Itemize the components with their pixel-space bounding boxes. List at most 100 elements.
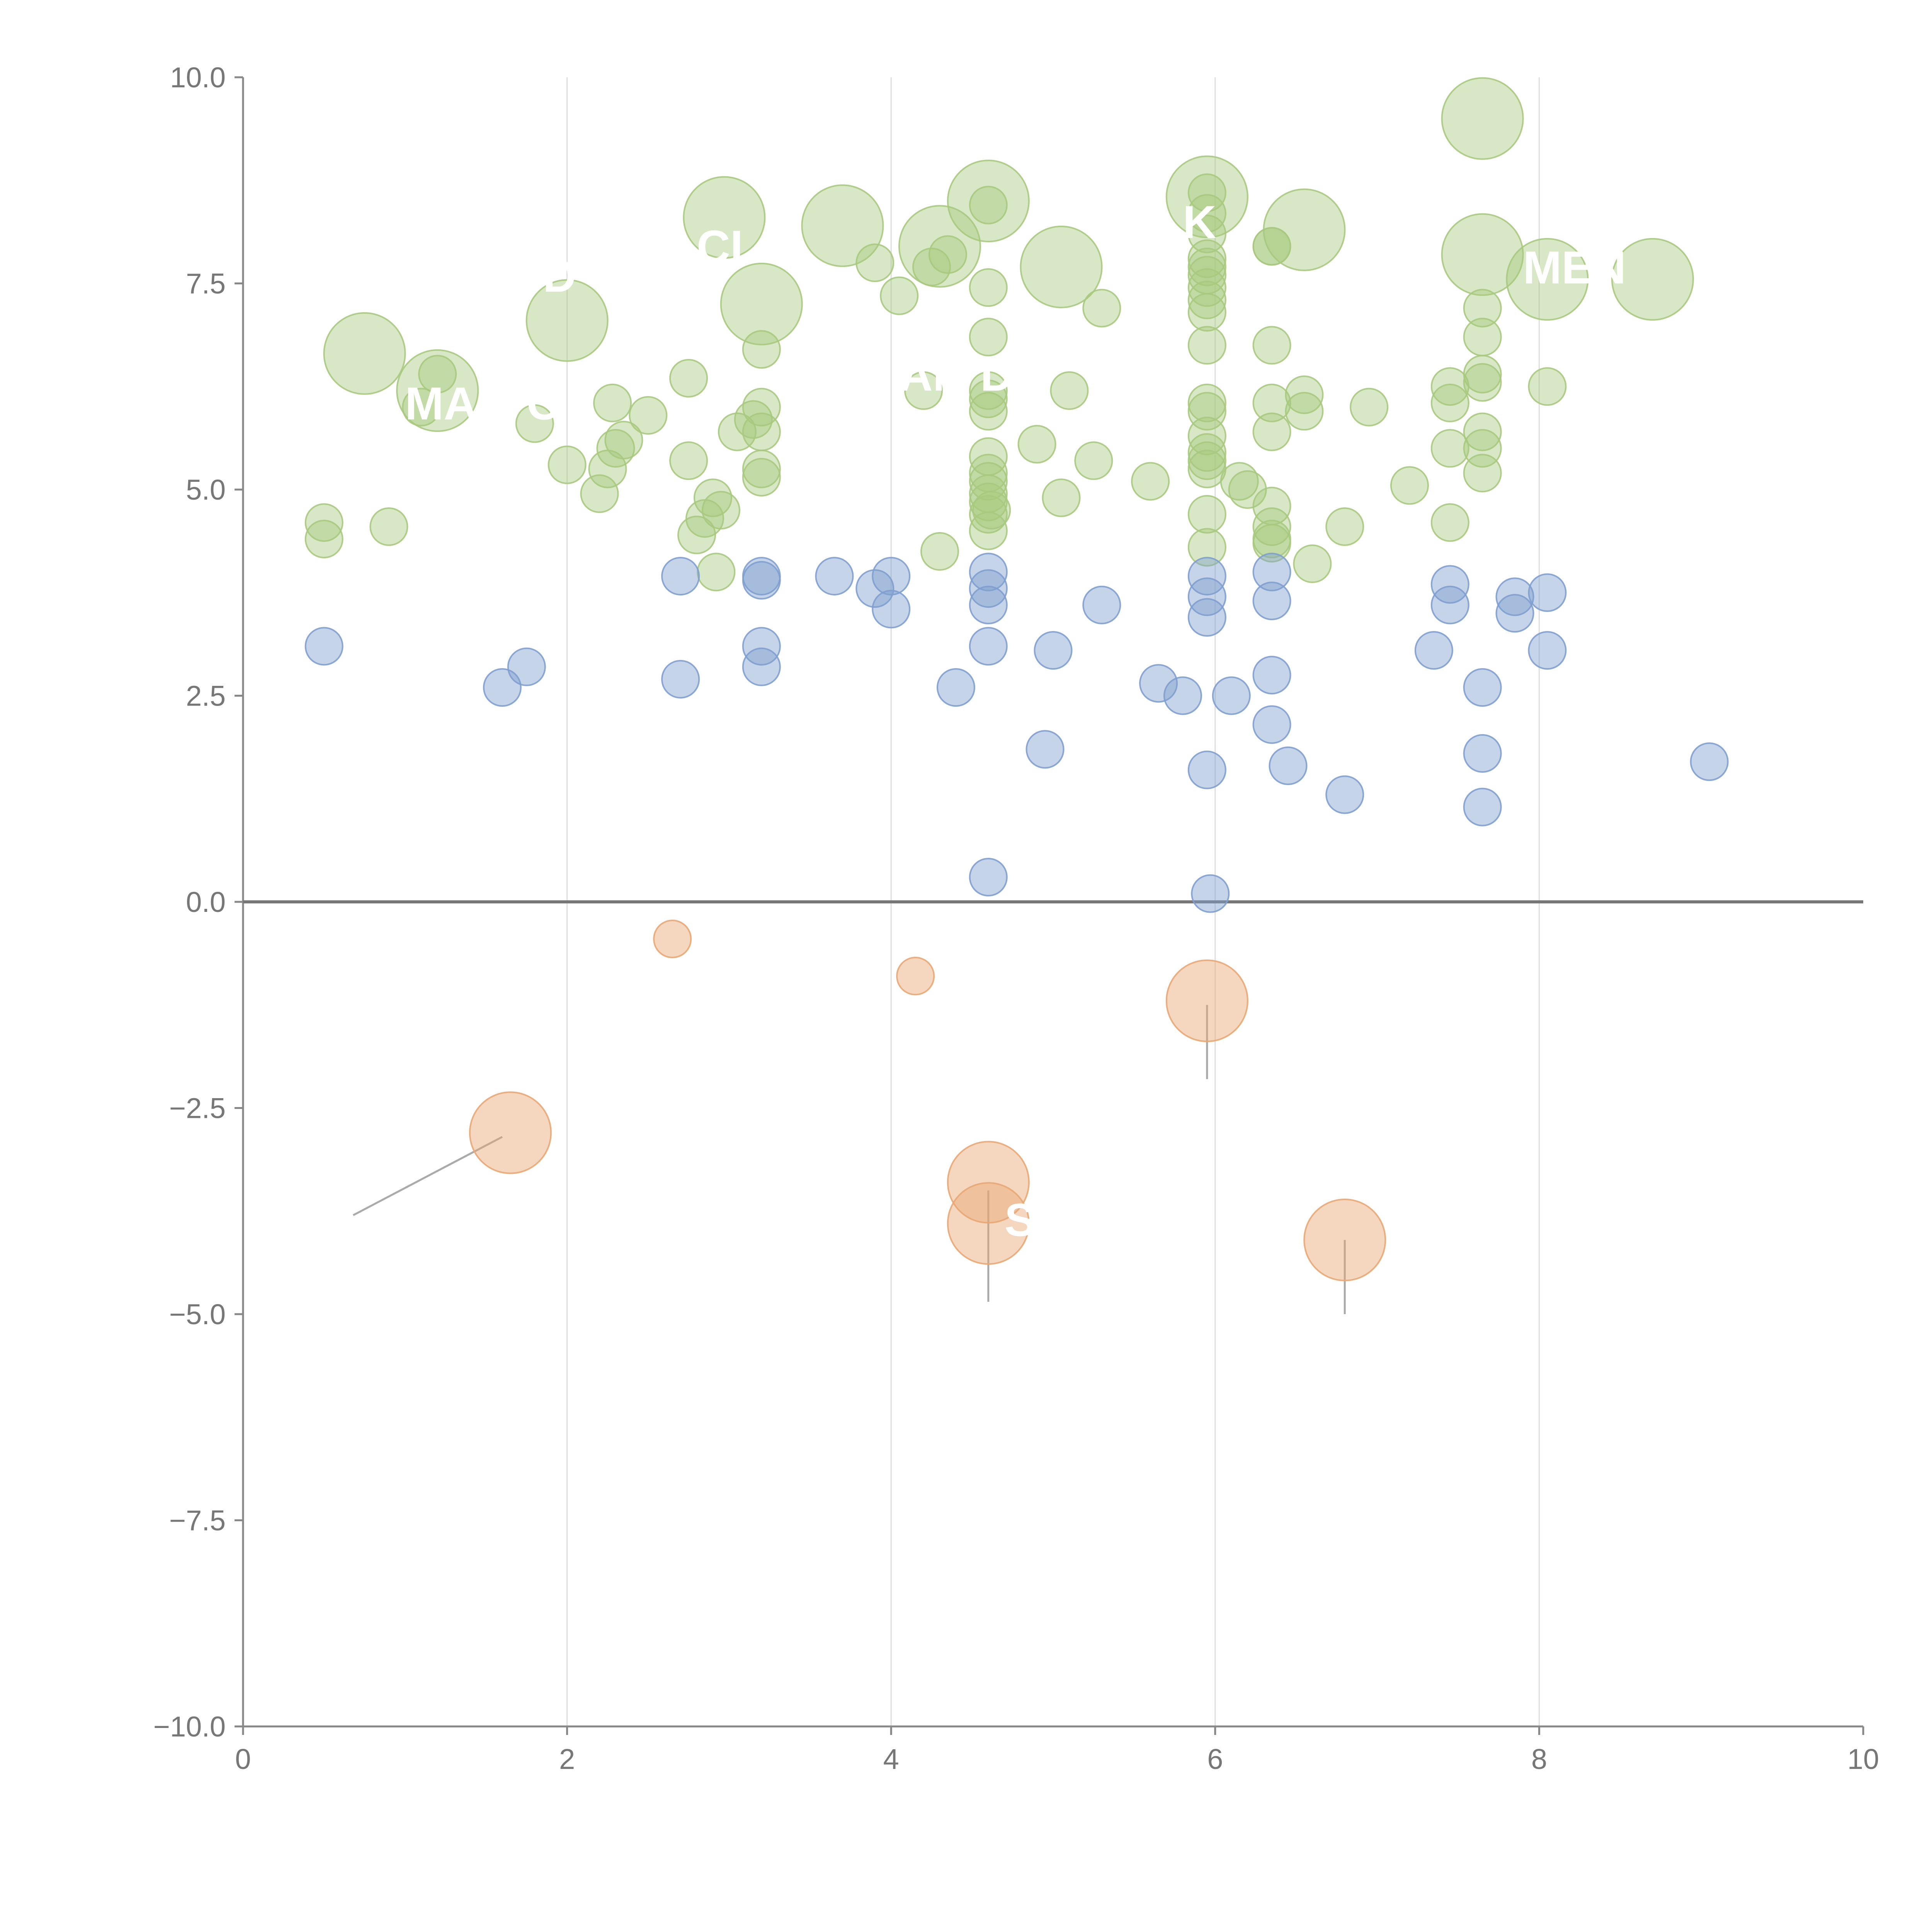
blue-bubble [1212, 676, 1251, 715]
green-bubble [304, 520, 344, 559]
green-bubble [604, 420, 643, 459]
green-bubble [1017, 425, 1056, 464]
green-bubble [801, 184, 884, 267]
green-bubble [734, 400, 773, 439]
blue-bubble [1191, 874, 1230, 913]
data-label: S [1005, 1194, 1036, 1246]
blue-bubble [661, 660, 700, 699]
data-points [304, 77, 1729, 1281]
blue-bubble [742, 647, 781, 686]
blue-bubble [1463, 734, 1502, 773]
green-bubble [1441, 77, 1524, 160]
data-label: MAR [405, 378, 510, 430]
green-bubble [1187, 441, 1226, 480]
blue-bubble [1463, 787, 1502, 827]
green-bubble [720, 262, 803, 345]
green-bubble [1082, 289, 1121, 328]
y-tick-label: −2.5 [169, 1092, 226, 1124]
x-tick-label: 8 [1531, 1743, 1547, 1775]
green-bubble [1506, 238, 1589, 321]
green-bubble [1285, 375, 1324, 414]
green-bubble [1430, 503, 1469, 542]
green-bubble [1430, 383, 1469, 422]
green-bubble [1187, 194, 1226, 233]
blue-bubble [1139, 664, 1178, 703]
orange-bubble [947, 1182, 1030, 1265]
blue-bubble [872, 557, 911, 596]
green-bubble [969, 318, 1008, 357]
green-bubble [928, 235, 967, 274]
blue-bubble [1463, 668, 1502, 707]
green-bubble [580, 474, 619, 513]
green-bubble [1252, 227, 1291, 266]
blue-bubble [1082, 585, 1121, 624]
green-bubble [855, 243, 895, 282]
green-bubble [693, 478, 732, 517]
green-bubble [1187, 247, 1226, 286]
green-bubble [1187, 281, 1226, 320]
green-bubble [515, 404, 554, 443]
orange-bubble [469, 1091, 552, 1174]
green-bubble [1187, 449, 1226, 488]
green-bubble [1325, 507, 1364, 546]
green-bubble [1042, 478, 1081, 517]
green-bubble [920, 532, 959, 571]
green-bubble [898, 205, 981, 288]
green-bubble [1263, 188, 1346, 271]
green-bubble [742, 412, 781, 451]
green-bubble [1463, 454, 1502, 493]
y-tick-label: 5.0 [186, 474, 226, 506]
green-bubble [1528, 367, 1567, 406]
green-bubble [742, 449, 781, 488]
green-bubble [1463, 355, 1502, 394]
green-bubble [593, 383, 632, 422]
green-bubble [1187, 293, 1226, 332]
blue-bubble [1269, 746, 1308, 785]
green-bubble [596, 429, 635, 468]
green-bubble [701, 491, 740, 530]
blue-bubble [1187, 557, 1226, 596]
green-bubble [1463, 289, 1502, 328]
blue-bubble [936, 668, 975, 707]
blue-bubble [1690, 742, 1729, 781]
green-bubble [548, 445, 587, 484]
y-tick-label: 0.0 [186, 886, 226, 918]
green-bubble [1441, 213, 1524, 296]
data-label: K [1183, 196, 1216, 248]
y-tick-label: −10.0 [153, 1711, 226, 1743]
green-bubble [1187, 528, 1226, 567]
blue-bubble [969, 553, 1008, 592]
y-tick-label: −7.5 [169, 1505, 226, 1537]
green-bubble [969, 371, 1008, 410]
green-bubble [1252, 524, 1291, 563]
green-bubble [1463, 412, 1502, 451]
blue-bubble [1414, 631, 1453, 670]
blue-bubble [742, 561, 781, 600]
green-bubble [969, 268, 1008, 307]
green-bubble [1390, 466, 1429, 505]
data-label: MEN [1523, 242, 1626, 294]
blue-bubble [872, 590, 911, 629]
green-bubble [969, 392, 1008, 431]
blue-bubble [1187, 577, 1226, 616]
blue-bubble [1430, 565, 1469, 604]
orange-bubble [896, 957, 935, 996]
x-tick-label: 0 [235, 1743, 251, 1775]
blue-bubble [969, 585, 1008, 624]
green-bubble [1463, 363, 1502, 402]
green-bubble [1252, 412, 1291, 451]
green-bubble [402, 388, 441, 427]
green-bubble [1220, 462, 1259, 501]
blue-bubble [1026, 730, 1065, 769]
green-bubble [418, 355, 457, 394]
green-bubble [1611, 238, 1694, 321]
green-bubble [669, 441, 708, 480]
green-bubble [1187, 326, 1226, 365]
green-bubble [1228, 470, 1267, 509]
blue-bubble [1187, 750, 1226, 789]
blue-bubble [507, 647, 546, 686]
blue-bubble [1187, 598, 1226, 637]
green-bubble [526, 279, 609, 362]
green-bubble [323, 312, 406, 395]
